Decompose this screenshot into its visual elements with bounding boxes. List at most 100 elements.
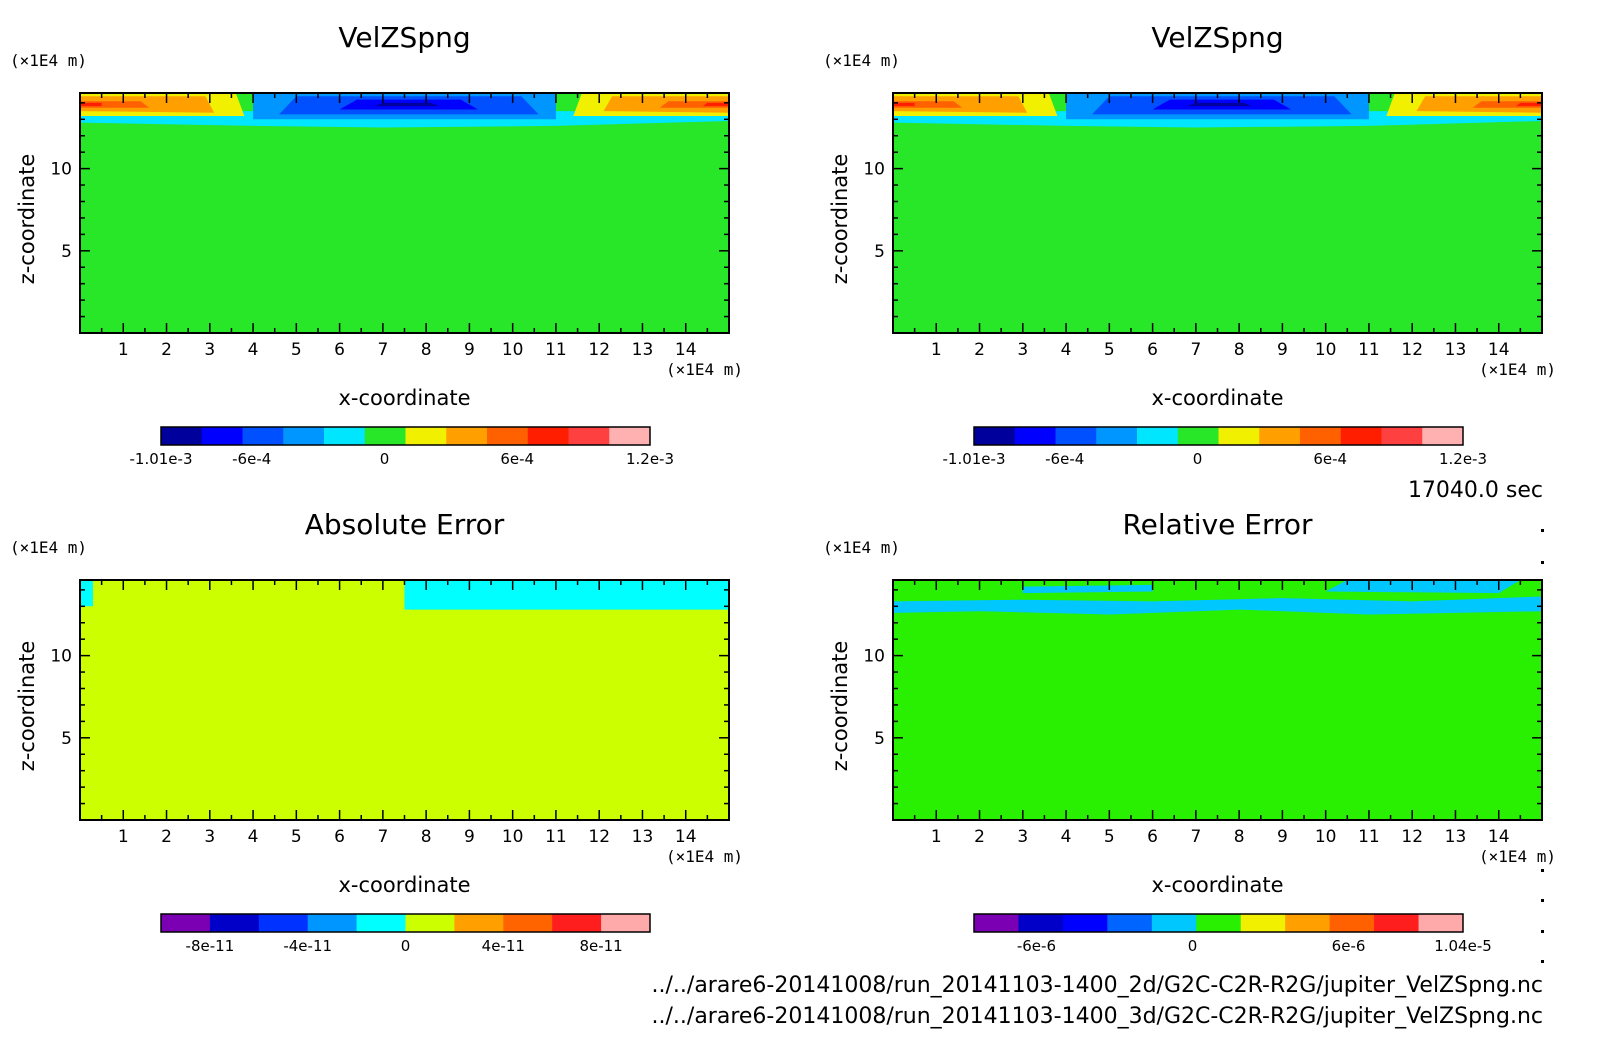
colorbar-bin xyxy=(1240,914,1286,932)
field-neg-band xyxy=(893,596,1542,615)
x-tick-label: 6 xyxy=(1147,340,1158,360)
colorbar-bin xyxy=(527,427,569,445)
x-axis-label: x-coordinate xyxy=(338,386,470,410)
x-tick-label: 1 xyxy=(931,340,942,360)
colorbar-bin xyxy=(974,914,1019,932)
x-tick-label: 10 xyxy=(1315,827,1337,847)
y-tick-label: 10 xyxy=(50,160,72,180)
x-tick-label: 8 xyxy=(421,340,432,360)
y-unit-label: (×1E4 m) xyxy=(10,51,87,70)
y-tick-label: 10 xyxy=(863,160,885,180)
footer-file-3d: ../../arare6-20141008/run_20141103-1400_… xyxy=(652,1004,1543,1029)
x-tick-label: 10 xyxy=(502,340,524,360)
x-tick-label: 1 xyxy=(118,340,129,360)
colorbar-bin xyxy=(242,427,284,445)
field-pos-left-b xyxy=(80,96,215,113)
x-tick-label: 4 xyxy=(248,340,259,360)
x-tick-label: 14 xyxy=(1488,827,1510,847)
x-tick-label: 14 xyxy=(675,340,697,360)
colorbar-bin xyxy=(601,914,651,932)
x-tick-label: 12 xyxy=(1401,827,1423,847)
x-axis-label: x-coordinate xyxy=(1151,386,1283,410)
colorbar-bin xyxy=(1014,427,1056,445)
colorbar-tick-label: 1.2e-3 xyxy=(626,450,674,468)
x-tick-label: 5 xyxy=(291,340,302,360)
colorbar: -1.01e-3 -6e-4 0 6e-4 1.2e-3 xyxy=(943,426,1487,468)
field-zero-region xyxy=(893,93,1542,333)
field-neg-d xyxy=(374,102,440,107)
y-axis-label: z-coordinate xyxy=(15,641,39,772)
footer-file-2d: ../../arare6-20141008/run_20141103-1400_… xyxy=(652,973,1543,998)
x-tick-label: 13 xyxy=(632,340,654,360)
colorbar-tick-label: -1.01e-3 xyxy=(943,450,1006,468)
x-tick-label: 4 xyxy=(248,827,259,847)
x-tick-label: 7 xyxy=(377,827,388,847)
colorbar-bin xyxy=(356,914,406,932)
chart-title: Relative Error xyxy=(1122,508,1313,541)
x-tick-label: 4 xyxy=(1061,827,1072,847)
x-tick-label: 2 xyxy=(161,340,172,360)
x-tick-label: 2 xyxy=(974,827,985,847)
colorbar-bin xyxy=(405,914,455,932)
x-tick-label: 9 xyxy=(1277,340,1288,360)
field-neg-top xyxy=(404,580,729,610)
x-tick-label: 3 xyxy=(1017,827,1028,847)
x-axis-label: x-coordinate xyxy=(1151,873,1283,897)
colorbar-bin xyxy=(307,914,358,932)
x-tick-label: 12 xyxy=(588,340,610,360)
colorbar-bin xyxy=(1151,914,1197,932)
x-tick-label: 3 xyxy=(204,827,215,847)
colorbar-tick-label: 4e-11 xyxy=(482,937,525,955)
y-tick-label: 10 xyxy=(50,647,72,667)
field-zero-region xyxy=(80,580,729,820)
colorbar-bin xyxy=(446,427,488,445)
x-tick-label: 5 xyxy=(1104,340,1115,360)
x-tick-label: 13 xyxy=(1445,340,1467,360)
x-unit-label: (×1E4 m) xyxy=(1479,360,1556,379)
colorbar-bin xyxy=(487,427,529,445)
x-tick-label: 3 xyxy=(204,340,215,360)
x-tick-label: 7 xyxy=(377,340,388,360)
x-tick-label: 9 xyxy=(464,827,475,847)
y-unit-label: (×1E4 m) xyxy=(823,538,900,557)
field-pos-right-d xyxy=(1516,102,1542,107)
colorbar: -8e-11 -4e-11 0 4e-11 8e-11 xyxy=(160,913,651,955)
x-tick-label: 10 xyxy=(502,827,524,847)
x-tick-label: 6 xyxy=(1147,827,1158,847)
colorbar-bin xyxy=(258,914,309,932)
colorbar-tick-label: 8e-11 xyxy=(579,937,622,955)
colorbar-tick-label: 1.04e-5 xyxy=(1434,937,1492,955)
x-tick-label: 8 xyxy=(1234,827,1245,847)
x-tick-label: 1 xyxy=(931,827,942,847)
x-tick-label: 7 xyxy=(1190,827,1201,847)
colorbar-tick-label: 0 xyxy=(401,937,411,955)
x-tick-label: 11 xyxy=(1358,827,1380,847)
y-axis-label: z-coordinate xyxy=(828,641,852,772)
colorbar-bin xyxy=(1340,427,1382,445)
field-neg-patch-a xyxy=(1022,584,1153,594)
colorbar-tick-label: 0 xyxy=(1193,450,1203,468)
field-neg-d xyxy=(1187,102,1253,107)
chart-title: Absolute Error xyxy=(305,508,505,541)
colorbar-tick-label: 6e-4 xyxy=(500,450,534,468)
colorbar-bin xyxy=(974,427,1016,445)
colorbar-tick-label: -1.01e-3 xyxy=(130,450,193,468)
x-tick-label: 12 xyxy=(588,827,610,847)
field-neg-patch-b xyxy=(1325,580,1521,594)
colorbar-bin xyxy=(1285,914,1331,932)
colorbar-bin xyxy=(1329,914,1375,932)
colorbar-bin xyxy=(609,427,651,445)
x-tick-label: 13 xyxy=(1445,827,1467,847)
x-tick-label: 9 xyxy=(1277,827,1288,847)
colorbar-bin xyxy=(552,914,602,932)
colorbar-tick-label: -4e-11 xyxy=(283,937,332,955)
x-tick-label: 14 xyxy=(1488,340,1510,360)
colorbar-tick-label: -6e-4 xyxy=(1045,450,1084,468)
x-tick-label: 8 xyxy=(421,827,432,847)
x-tick-label: 8 xyxy=(1234,340,1245,360)
x-tick-label: 5 xyxy=(1104,827,1115,847)
y-axis-label: z-coordinate xyxy=(828,154,852,285)
colorbar-frame xyxy=(160,426,651,446)
